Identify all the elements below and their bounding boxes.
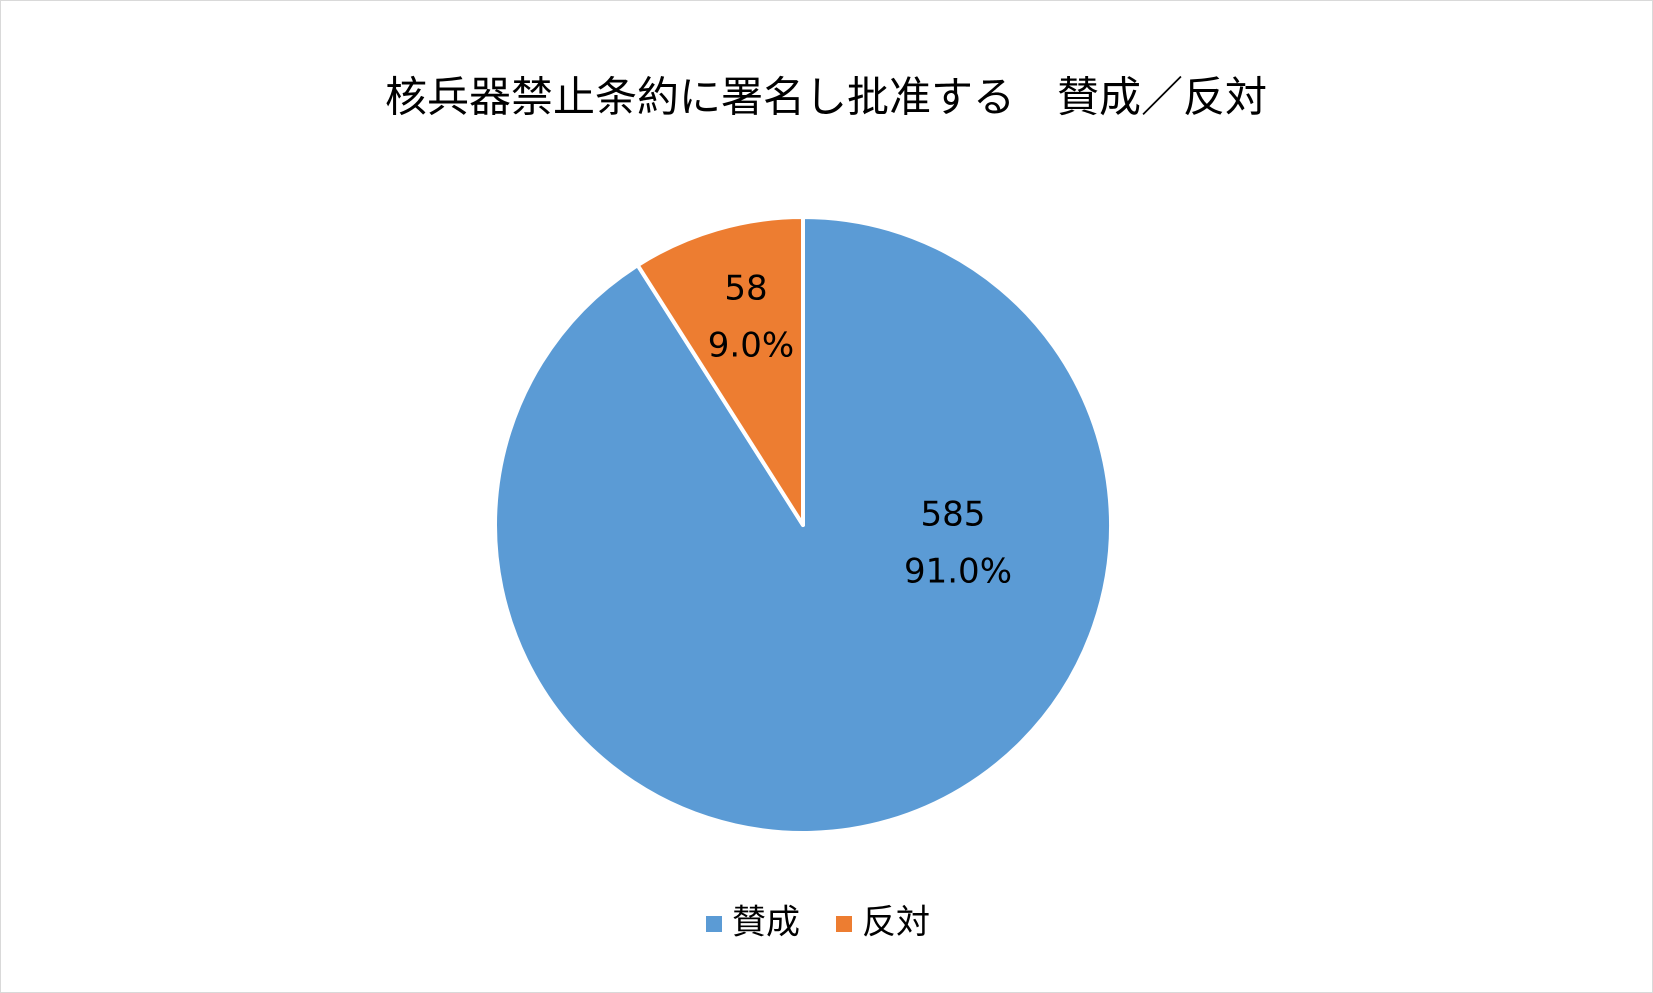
legend-label: 反対	[862, 903, 930, 943]
data-label: 58	[724, 269, 767, 309]
percent-label: 91.0%	[904, 552, 1012, 592]
pie-slice	[635, 215, 805, 527]
chart-title: 核兵器禁止条約に署名し批准する 賛成／反対	[385, 73, 1267, 122]
legend-swatch	[706, 916, 722, 932]
legend-swatch	[836, 916, 852, 932]
data-label: 585	[921, 495, 986, 535]
legend-label: 賛成	[732, 903, 800, 943]
percent-label: 9.0%	[708, 326, 794, 366]
